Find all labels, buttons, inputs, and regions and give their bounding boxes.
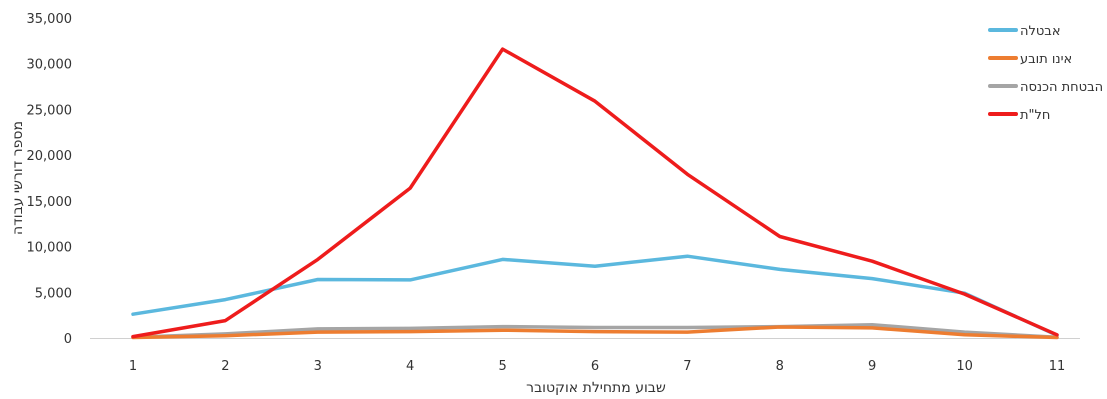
y-tick-label: 5,000 [35,286,72,301]
y-tick-label: 0 [64,332,72,347]
y-axis-title: מספר דורשי עבודה [10,121,26,235]
series-line [131,325,1059,340]
x-tick-label: 9 [868,359,876,374]
x-tick-label: 4 [406,359,414,374]
series-line [131,47,1059,339]
x-tick-label: 6 [591,359,599,374]
y-axis-ticks: 0 5,000 10,000 15,000 20,000 25,000 30,000 35,0… [27,12,73,347]
x-tick-label: 5 [498,359,506,374]
x-tick-label: 8 [776,359,784,374]
x-axis-title: שבוע מתחילת אוקטובר [526,380,666,396]
x-tick-label: 10 [956,359,973,374]
series-line [131,254,1059,338]
y-tick-label: 20,000 [27,149,73,164]
series-line [131,322,1059,340]
legend-label: חל"ת [1020,108,1050,123]
x-axis-ticks: 1 2 3 4 5 6 7 8 9 10 11 [129,359,1065,374]
y-tick-label: 25,000 [27,103,73,118]
legend-label: אינו תובע [1020,52,1072,67]
x-tick-label: 3 [314,359,322,374]
y-tick-label: 35,000 [27,12,73,27]
x-tick-label: 2 [221,359,229,374]
series-lines [131,47,1059,340]
legend-label: הבטחת הכנסה [1020,80,1103,95]
y-tick-label: 30,000 [27,58,73,73]
x-tick-label: 11 [1049,359,1066,374]
y-tick-label: 15,000 [27,195,73,210]
x-tick-label: 1 [129,359,137,374]
y-tick-label: 10,000 [27,241,73,256]
legend: אבטלה אינו תובע הבטחת הכנסה חל"ת [988,24,1103,123]
x-tick-label: 7 [683,359,691,374]
legend-label: אבטלה [1020,24,1061,39]
